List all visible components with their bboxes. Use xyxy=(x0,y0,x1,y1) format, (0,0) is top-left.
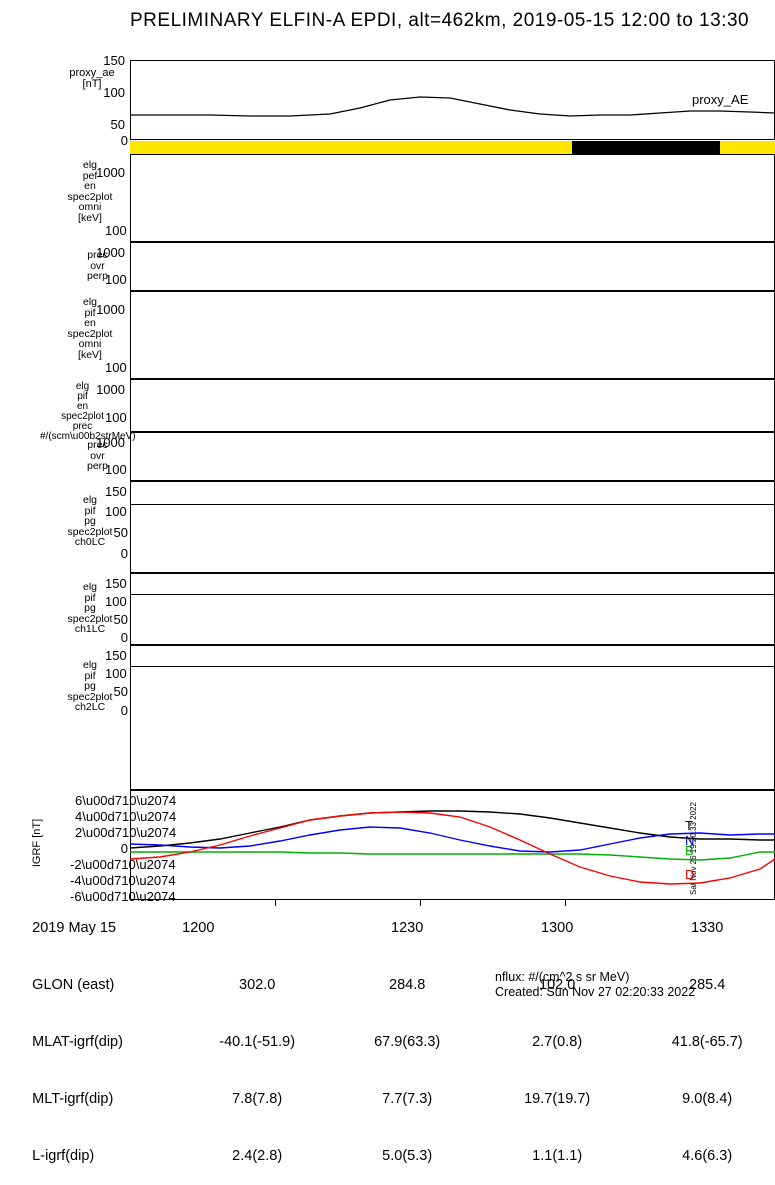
daynight-bar-black xyxy=(572,141,720,154)
footer-note: nflux: #/(cm^2 s sr MeV) Created: Sun No… xyxy=(495,970,695,1000)
prec-ovr-perp-2-axis xyxy=(130,432,775,481)
elg-pif-prec-axis xyxy=(130,379,775,432)
ch1lc-axis xyxy=(130,573,775,645)
daynight-bar-yellow-2 xyxy=(720,141,775,154)
elg-pef-axis xyxy=(130,154,775,242)
ch0lc-axis xyxy=(130,481,775,573)
elg-pif-omni-axis xyxy=(130,291,775,379)
page-title: PRELIMINARY ELFIN-A EPDI, alt=462km, 201… xyxy=(130,10,749,32)
daynight-bar-yellow-1 xyxy=(130,141,572,154)
prec-ovr-perp-1-axis xyxy=(130,242,775,291)
elfin-epdi-plot: PRELIMINARY ELFIN-A EPDI, alt=462km, 201… xyxy=(0,0,775,1000)
bottom-data-table: 2019 May 15 1200 1230 1300 1330 GLON (east) 3… xyxy=(8,900,775,1185)
igrf-ylabel: IGRF [nT] xyxy=(32,793,44,893)
